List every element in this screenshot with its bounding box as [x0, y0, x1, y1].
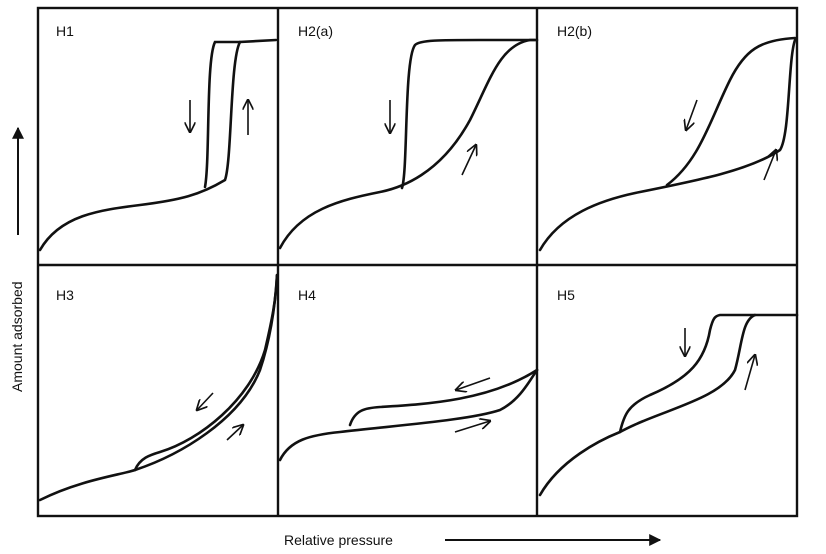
adsorption-curve [538, 38, 797, 252]
direction-arrow [454, 421, 490, 433]
frame [36, 6, 799, 518]
direction-arrow [456, 377, 491, 390]
panel-label: H2(a) [298, 23, 333, 39]
panel-label: H3 [56, 287, 74, 303]
desorption-curve [348, 368, 539, 427]
direction-arrow [197, 392, 214, 410]
adsorption-curve [38, 38, 278, 252]
desorption-curve [133, 273, 279, 472]
desorption-curve [400, 38, 537, 190]
x-axis-label: Relative pressure [284, 532, 393, 548]
adsorption-curve [278, 368, 539, 462]
direction-arrow [686, 99, 698, 130]
adsorption-curve [38, 273, 279, 502]
direction-arrow [226, 425, 243, 441]
panel-label: H4 [298, 287, 316, 303]
direction-arrow [744, 355, 755, 391]
y-axis-label: Amount adsorbed [9, 281, 25, 392]
desorption-curve [618, 313, 757, 434]
panel-label: H1 [56, 23, 74, 39]
desorption-curve [665, 36, 797, 187]
panel-label: H2(b) [557, 23, 592, 39]
desorption-curve [203, 40, 242, 189]
direction-arrow [763, 150, 776, 181]
direction-arrow [461, 145, 476, 176]
panel-label: H5 [557, 287, 575, 303]
adsorption-curve [538, 313, 799, 497]
adsorption-curve [278, 38, 539, 250]
